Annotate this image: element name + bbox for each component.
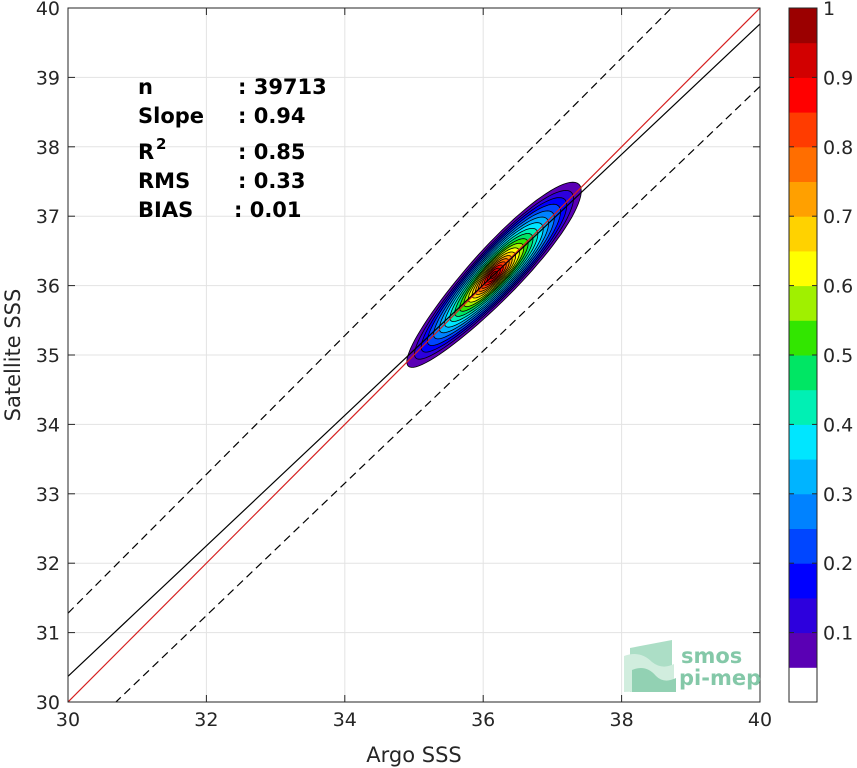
colorbar-tick-label: 0.8 (823, 137, 853, 159)
x-tick-label: 30 (56, 709, 80, 731)
colorbar-segment (789, 77, 817, 113)
y-tick-label: 38 (36, 137, 60, 159)
colorbar-segment (789, 8, 817, 44)
colorbar-tick-label: 0.7 (823, 206, 853, 228)
colorbar: 0.1 0.2 0.3 0.4 0.5 0.6 0.7 0.8 0.9 1 (788, 0, 853, 703)
stat-r2-value: : 0.85 (238, 140, 306, 164)
colorbar-tick-label: 0.1 (823, 623, 853, 645)
y-tick-label: 34 (36, 414, 60, 436)
x-axis-ticks: 30 32 34 36 38 40 (56, 8, 772, 731)
y-tick-label: 30 (36, 692, 60, 714)
y-tick-label: 35 (36, 345, 60, 367)
colorbar-segment (789, 112, 817, 148)
reference-lines (68, 8, 760, 702)
x-tick-label: 32 (194, 709, 218, 731)
one-to-one-line (68, 8, 760, 702)
colorbar-segment (789, 320, 817, 356)
colorbar-segment (789, 146, 817, 182)
colorbar-segment (789, 389, 817, 425)
y-axis-label: Satellite SSS (1, 289, 25, 422)
stat-r2-label: R (138, 140, 154, 164)
stat-bias-label: BIAS (138, 198, 193, 222)
colorbar-segments (789, 8, 817, 703)
colorbar-segment (789, 667, 817, 703)
upper-bound-line (68, 8, 673, 614)
colorbar-segment (789, 355, 817, 391)
colorbar-tick-label: 0.6 (823, 276, 853, 298)
y-tick-label: 33 (36, 484, 60, 506)
x-tick-label: 36 (471, 709, 495, 731)
lower-bound-line (115, 85, 760, 702)
y-tick-label: 31 (36, 623, 60, 645)
logo-text-smos: smos (681, 644, 742, 668)
stat-rms-value: : 0.33 (238, 169, 306, 193)
stat-bias-value: : 0.01 (234, 198, 302, 222)
colorbar-segment (789, 42, 817, 78)
colorbar-segment (789, 632, 817, 668)
colorbar-segment (789, 285, 817, 321)
colorbar-segment (789, 528, 817, 564)
regression-line (68, 23, 760, 677)
stat-n-value: : 39713 (238, 75, 327, 99)
colorbar-segment (789, 459, 817, 495)
colorbar-segment (789, 181, 817, 217)
colorbar-tick-label: 0.9 (823, 67, 853, 89)
colorbar-segment (789, 424, 817, 460)
colorbar-ticks: 0.1 0.2 0.3 0.4 0.5 0.6 0.7 0.8 0.9 1 (789, 0, 853, 645)
y-tick-label: 37 (36, 206, 60, 228)
y-tick-label: 36 (36, 276, 60, 298)
colorbar-segment (789, 563, 817, 599)
y-tick-label: 32 (36, 553, 60, 575)
stat-slope-value: : 0.94 (238, 104, 306, 128)
colorbar-segment (789, 493, 817, 529)
colorbar-tick-label: 0.4 (823, 414, 853, 436)
y-axis-ticks: 30 31 32 33 34 35 36 37 38 39 40 (36, 0, 760, 714)
x-tick-label: 40 (748, 709, 772, 731)
colorbar-tick-label: 0.5 (823, 345, 853, 367)
colorbar-tick-label: 0.2 (823, 553, 853, 575)
colorbar-segment (789, 250, 817, 287)
smos-pi-mep-logo: smos pi-mep (624, 640, 761, 692)
colorbar-tick-label: 0.3 (823, 484, 853, 506)
logo-graphic (624, 640, 676, 692)
logo-text-pi-mep: pi-mep (679, 666, 761, 690)
stat-r2-superscript: 2 (156, 135, 166, 153)
y-tick-label: 39 (36, 67, 60, 89)
stat-n-label: n (138, 75, 153, 99)
stat-slope-label: Slope (138, 104, 204, 128)
grid-lines (67, 7, 761, 703)
x-tick-label: 34 (333, 709, 357, 731)
colorbar-tick-label: 1 (823, 0, 835, 20)
y-tick-label: 40 (36, 0, 60, 20)
stats-annotation: n : 39713 Slope : 0.94 R 2 : 0.85 RMS : … (138, 75, 327, 222)
colorbar-segment (789, 216, 817, 252)
stat-rms-label: RMS (138, 169, 190, 193)
x-tick-label: 38 (610, 709, 634, 731)
colorbar-segment (789, 597, 817, 634)
x-axis-label: Argo SSS (366, 743, 461, 767)
